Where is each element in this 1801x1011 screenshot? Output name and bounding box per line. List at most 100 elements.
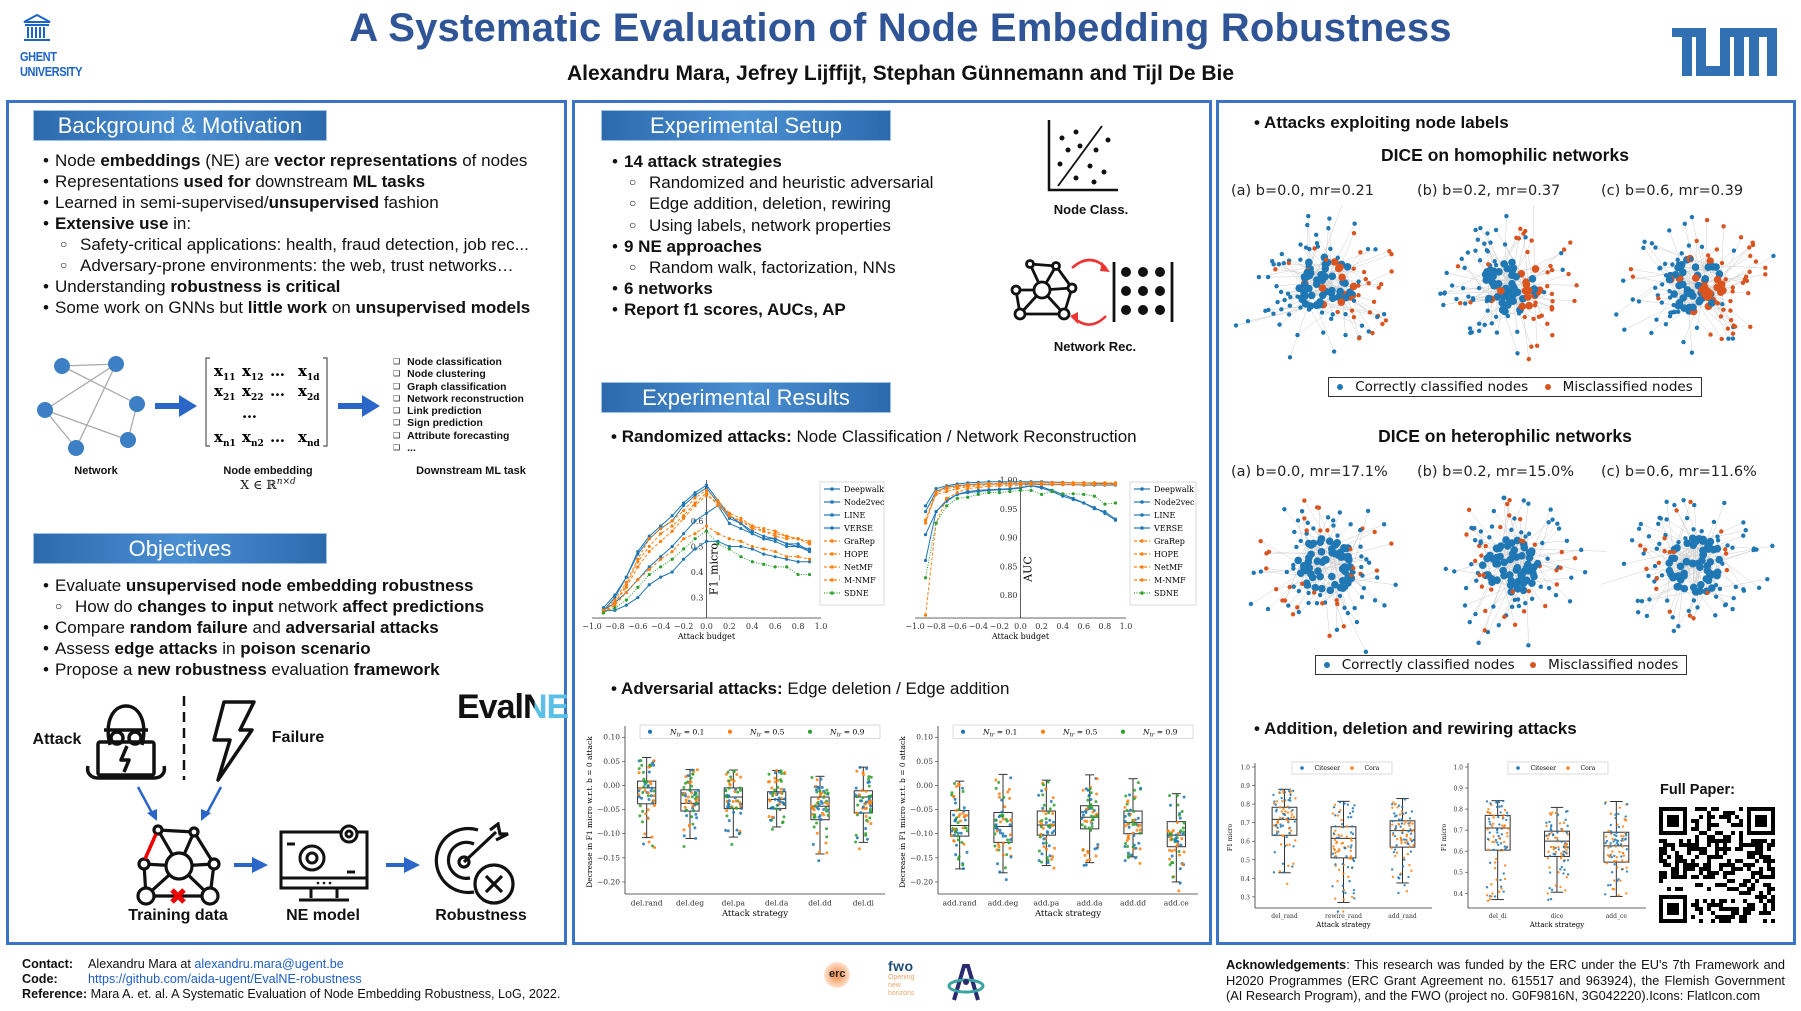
jitter-point [647,765,651,769]
jitter-point [860,789,864,793]
jitter-point [813,804,817,808]
misclassified-node [1366,281,1371,286]
data-point [1103,502,1107,506]
jitter-point [1047,844,1051,848]
correct-node [1508,279,1516,288]
jitter-point [817,851,821,855]
correct-node [1741,520,1746,525]
misclassified-node [1721,307,1726,312]
legend-label: GraRep [844,537,875,546]
misclassified-node [1656,560,1662,566]
correct-node [1641,551,1646,556]
misclassified-node [1356,292,1361,298]
data-point [976,489,980,494]
jitter-point [1348,812,1352,815]
jitter-point [685,814,689,818]
jitter-point [1350,825,1354,828]
jitter-point [1495,805,1499,809]
jitter-point [1094,854,1098,858]
jitter-point [642,777,646,781]
jitter-point [1607,884,1610,887]
jitter-point [1407,842,1410,846]
x-tick-label: 0.4 [746,622,759,631]
jitter-point [783,771,787,775]
correct-node [1343,311,1348,317]
correct-node [1465,250,1471,255]
correct-node [1646,573,1651,579]
data-point [613,593,617,597]
jitter-point [1278,816,1282,820]
ack-text: : This research was funded by the ERC un… [1226,957,1785,1003]
sub-bullet-item: How do changes to input network affect p… [43,596,484,617]
jitter-point [1090,825,1094,829]
jitter-point [1603,893,1607,896]
jitter-point [1131,831,1135,835]
jitter-point [1616,843,1620,846]
jitter-point [736,790,740,794]
jitter-point [1492,814,1495,817]
correct-node [1288,294,1293,300]
misclassified-node [1314,505,1320,510]
data-point [659,555,663,559]
misclassified-node [1723,551,1729,556]
bullet-item: Representations used for downstream ML t… [43,171,530,192]
f1-micro-line-chart: −1.0 −0.8 −0.6 −0.4 −0.2 0.0 0.2 0.4 0.6 0.8 1.00.… [582,480,885,641]
correct-node [1472,538,1478,543]
correct-node [1295,332,1300,338]
jitter-point [957,782,961,786]
misclassified-node [1521,538,1526,544]
correct-node [1328,286,1336,295]
jitter-point [692,809,696,813]
jitter-point [1280,796,1283,800]
data-point [773,555,777,559]
evalne-logo: EvalNE [457,688,569,727]
y-axis-label: F1_micro [708,543,721,595]
y-tick-label: 0.3 [691,594,704,603]
jitter-point [771,794,775,798]
legend-label: LINE [1154,511,1175,520]
correct-node [1298,538,1303,544]
jitter-point [1280,810,1284,813]
jitter-point [1620,834,1623,838]
correct-node [1741,588,1747,593]
correct-node [1529,596,1535,602]
jitter-point [1403,841,1407,844]
code-url-link[interactable]: https://github.com/aida-ugent/EvalNE-rob… [88,972,362,986]
correct-node [1361,586,1367,591]
jitter-point [767,772,771,776]
data-point [659,557,663,561]
misclassified-node [1351,314,1357,320]
box-add.rand [950,780,970,871]
jitter-point [1168,863,1172,867]
jitter-point [1549,845,1553,849]
jitter-point [994,818,998,822]
correct-node [1545,556,1550,561]
correct-node [1331,518,1336,523]
jitter-point [854,786,858,790]
jitter-point [640,763,644,767]
data-point [1092,494,1096,498]
correct-node [1730,606,1735,612]
jitter-point [1123,844,1127,848]
misclassified-node [1561,247,1567,252]
contact-email-link[interactable]: alexandru.mara@ugent.be [194,957,344,971]
misclassified-node [1532,303,1538,308]
jitter-point [1339,809,1342,812]
qr-code[interactable] [1659,807,1775,923]
network-graph [1233,205,1394,360]
misclassified-node [1719,286,1727,295]
jitter-point [1494,838,1498,842]
correct-node [1691,598,1697,603]
correct-node [1315,244,1321,249]
jitter-point [1403,822,1406,825]
jitter-point [1294,839,1297,842]
misclassified-node [1630,274,1636,279]
bold-text: poison scenario [240,639,371,658]
data-point [670,514,674,518]
jitter-point [637,767,641,771]
jitter-point [769,791,773,795]
jitter-point [1347,816,1350,819]
data-point [762,534,766,538]
correct-node [1646,534,1652,539]
jitter-point [776,791,780,795]
